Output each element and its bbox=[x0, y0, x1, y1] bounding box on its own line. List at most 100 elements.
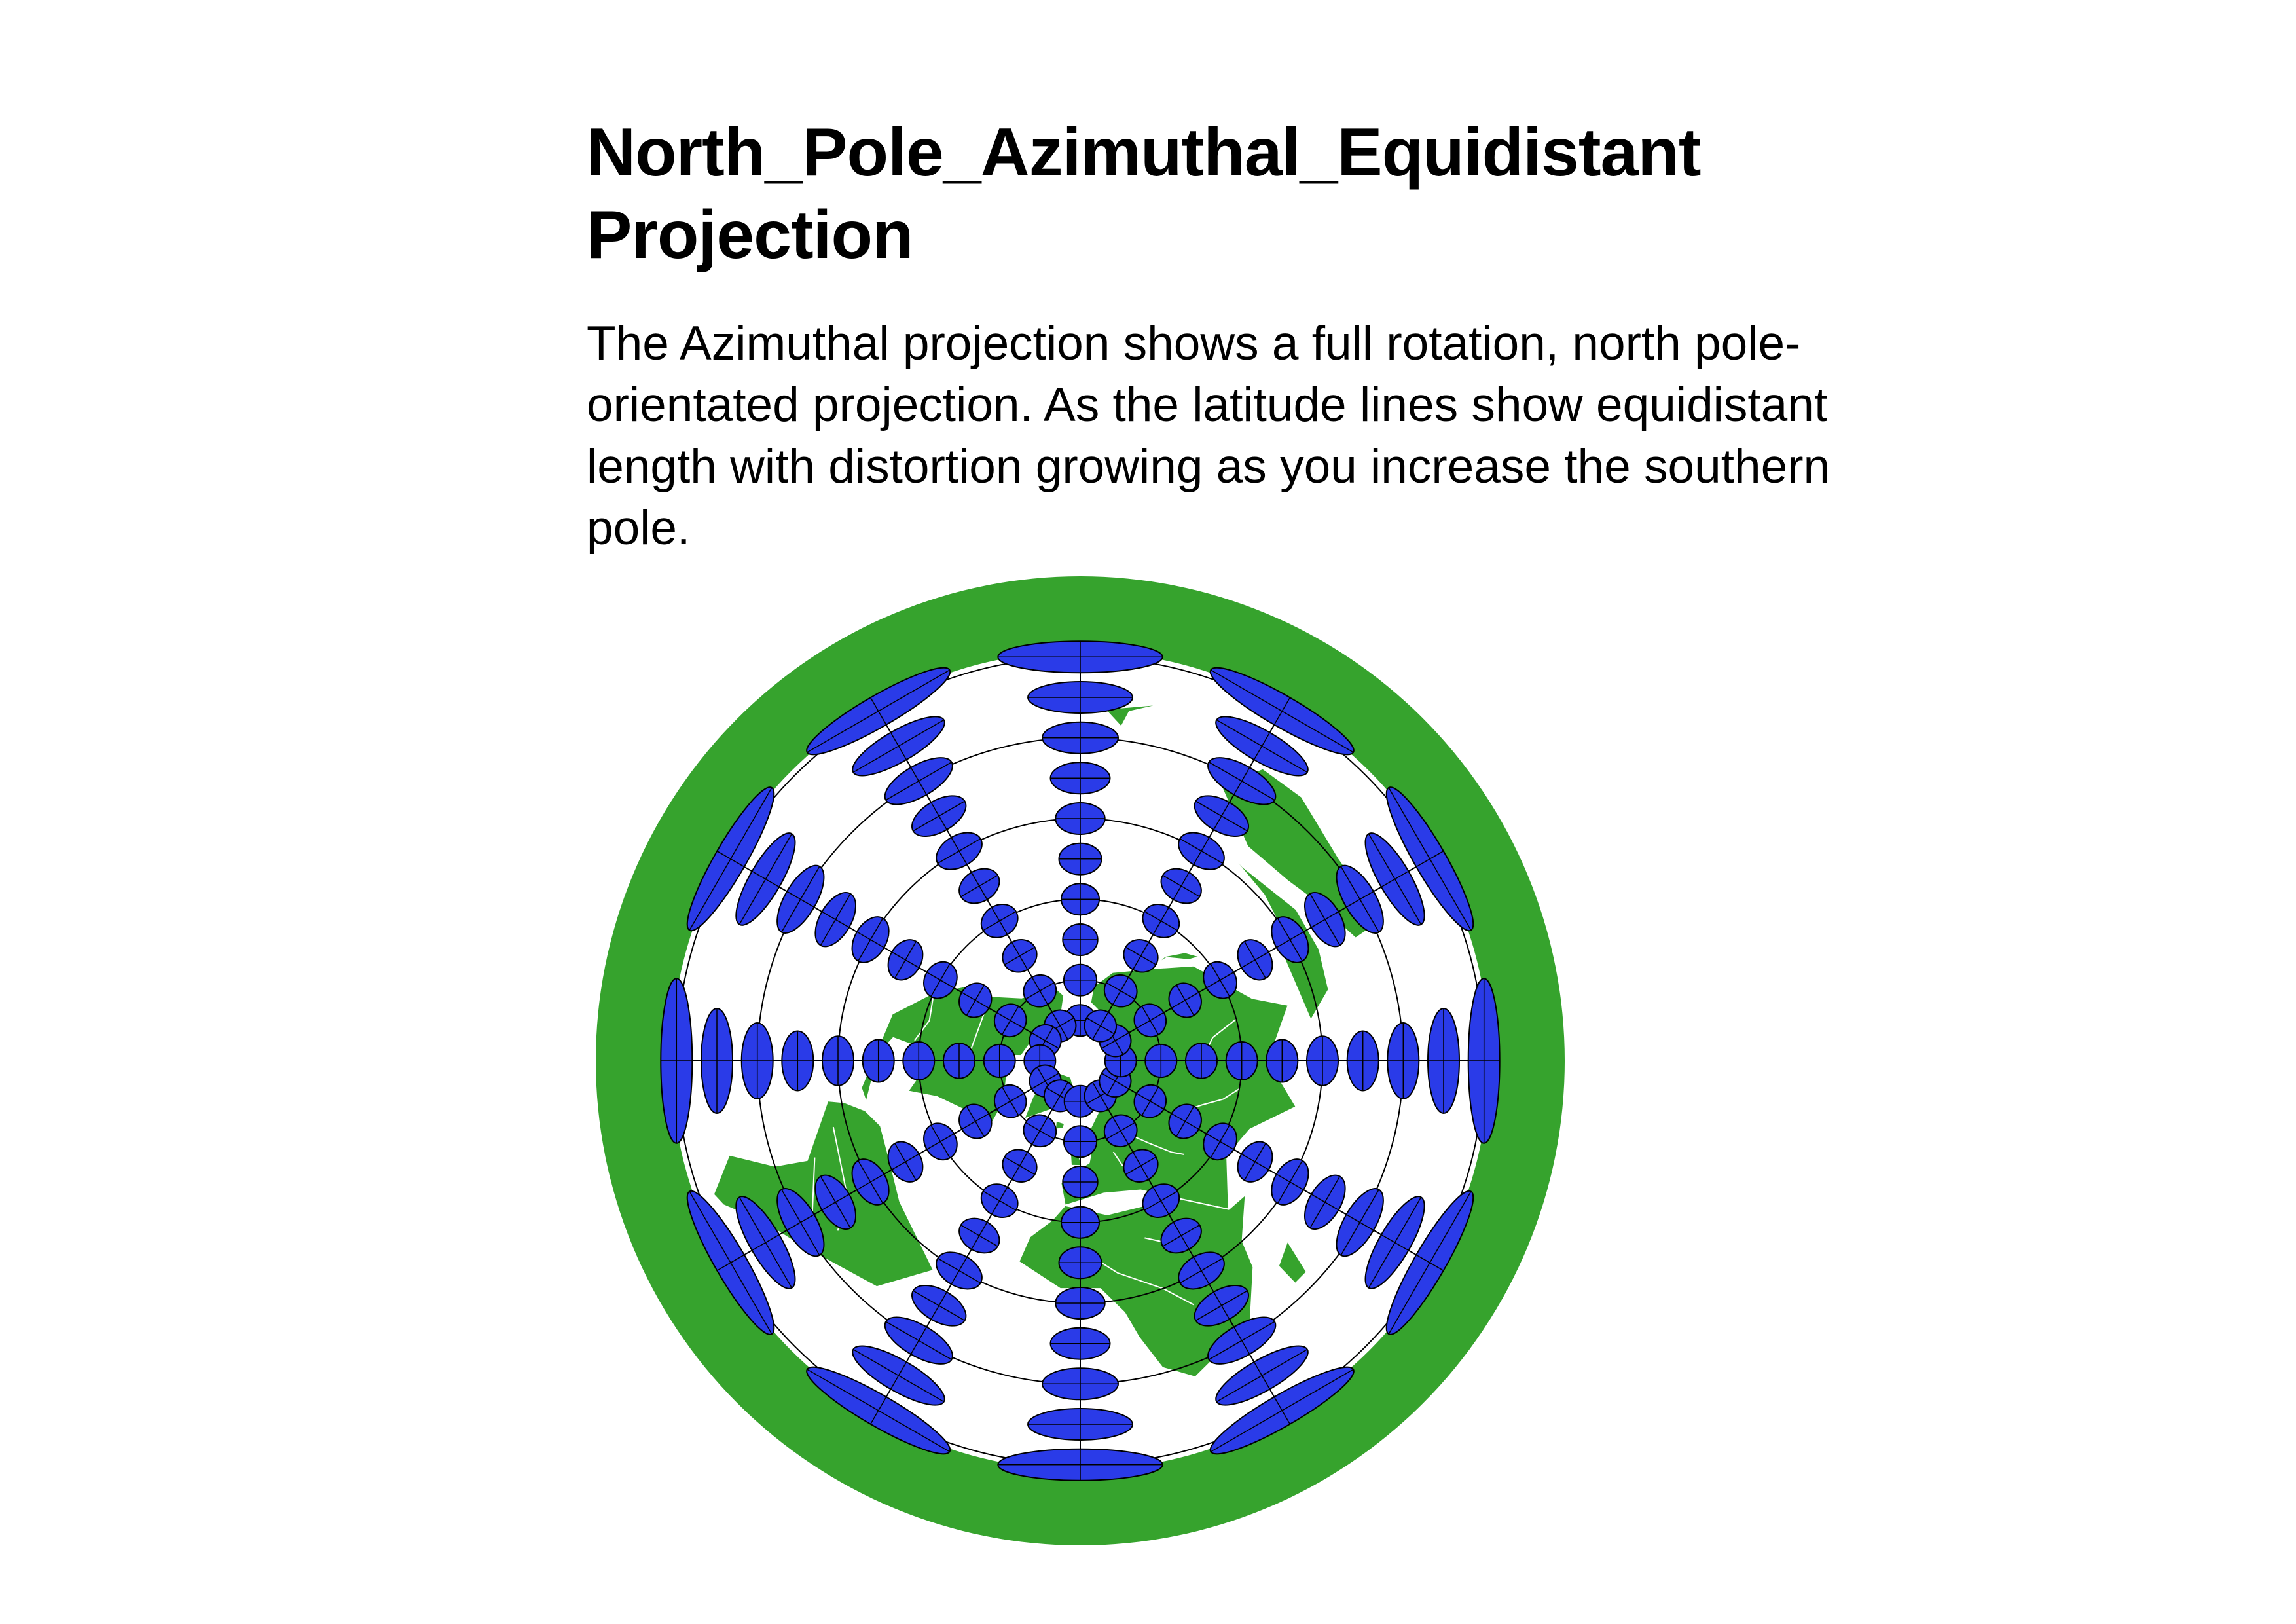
indicatrix-axis-meridional bbox=[1173, 872, 1190, 900]
indicatrix-axis-meridional bbox=[870, 1396, 887, 1425]
country-border-7 bbox=[914, 992, 935, 1041]
tissot-indicatrix bbox=[1215, 1345, 1309, 1406]
tissot-indicatrix bbox=[923, 1122, 958, 1161]
tissot-indicatrix bbox=[1058, 1246, 1102, 1280]
indicatrix-axis-meridional bbox=[1031, 1116, 1048, 1145]
tissot-indicatrix bbox=[1062, 1166, 1099, 1198]
indicatrix-axis-meridional bbox=[1092, 1082, 1109, 1110]
indicatrix-axis-meridional bbox=[991, 1187, 1008, 1215]
indicatrix-axis-meridional bbox=[1031, 977, 1048, 1005]
tissot-indicatrix bbox=[1061, 1206, 1100, 1239]
tissot-indicatrix bbox=[1203, 1122, 1237, 1161]
indicatrix-axis-meridional bbox=[822, 1194, 850, 1211]
tissot-indicatrix bbox=[1160, 1217, 1202, 1254]
tissot-indicatrix bbox=[1042, 1367, 1119, 1401]
tissot-indicatrix bbox=[1023, 974, 1057, 1008]
indicatrix-axis-meridional bbox=[890, 732, 907, 760]
tissot-indicatrix bbox=[851, 1158, 890, 1206]
indicatrix-axis-meridional bbox=[996, 1012, 1025, 1029]
indicatrix-axis-meridional bbox=[1193, 837, 1210, 865]
tissot-indicatrix bbox=[887, 939, 924, 981]
tissot-indicatrix bbox=[862, 1039, 895, 1083]
madagascar-landmass bbox=[1277, 1240, 1307, 1285]
ocean-layer bbox=[596, 576, 1565, 1545]
tissot-indicatrix bbox=[1055, 802, 1106, 835]
indicatrix-axis-meridional bbox=[971, 872, 988, 900]
tissot-indicatrix bbox=[1178, 832, 1225, 870]
tissot-indicatrix bbox=[1364, 832, 1425, 926]
tissot-indicatrix bbox=[1225, 1041, 1258, 1080]
indicatrix-axis-meridional bbox=[1051, 1012, 1068, 1040]
tissot-indicatrix bbox=[1042, 721, 1119, 754]
tissot-indicatrix bbox=[980, 1183, 1019, 1218]
indicatrix-axis-meridional bbox=[1112, 977, 1129, 1005]
indicatrix-axis-meridional bbox=[1171, 1113, 1199, 1130]
indicatrix-axis-meridional bbox=[1311, 911, 1339, 928]
tissot-indicatrix bbox=[1123, 939, 1159, 973]
tissot-indicatrix bbox=[1084, 1009, 1118, 1043]
tissot-indicatrix bbox=[1061, 883, 1100, 916]
tissot-indicatrix bbox=[1133, 1084, 1167, 1118]
tissot-indicatrix bbox=[983, 1043, 1016, 1079]
indicatrix-axis-meridional bbox=[1171, 991, 1199, 1009]
tissot-indicatrix bbox=[776, 864, 825, 934]
map-container bbox=[576, 576, 1584, 1572]
indicatrix-axis-meridional bbox=[716, 1254, 745, 1271]
indicatrix-axis-meridional bbox=[1253, 732, 1271, 760]
indicatrix-axis-meridional bbox=[1213, 1291, 1230, 1320]
indicatrix-axis-meridional bbox=[856, 1173, 884, 1190]
tissot-layer bbox=[660, 640, 1501, 1481]
tissot-indicatrix bbox=[1215, 716, 1309, 777]
header: North_Pole_Azimuthal_Equidistant Project… bbox=[587, 111, 1863, 559]
page-description: The Azimuthal projection shows a full ro… bbox=[587, 317, 1831, 555]
indicatrix-axis-meridional bbox=[1193, 1257, 1210, 1285]
indicatrix-axis-meridional bbox=[752, 1234, 780, 1251]
tissot-indicatrix bbox=[1303, 892, 1346, 948]
indicatrix-axis-meridional bbox=[1132, 942, 1150, 970]
indicatrix-axis-meridional bbox=[1173, 1221, 1190, 1250]
indicatrix-axis-meridional bbox=[1031, 1073, 1059, 1090]
tissot-indicatrix bbox=[1160, 868, 1202, 904]
indicatrix-axis-meridional bbox=[1206, 972, 1234, 989]
tissot-indicatrix bbox=[852, 716, 945, 777]
tissot-indicatrix bbox=[1063, 1125, 1098, 1158]
tissot-indicatrix bbox=[1303, 1174, 1346, 1230]
indicatrix-axis-meridional bbox=[991, 907, 1008, 935]
tissot-indicatrix bbox=[997, 640, 1163, 674]
indicatrix-axis-meridional bbox=[1273, 697, 1290, 726]
tissot-indicatrix bbox=[1266, 1039, 1299, 1083]
indicatrix-axis-meridional bbox=[1011, 1152, 1029, 1180]
indicatrix-axis-meridional bbox=[971, 1221, 988, 1250]
indicatrix-axis-meridional bbox=[752, 870, 780, 888]
indicatrix-axis-meridional bbox=[856, 931, 884, 948]
tissot-indicatrix bbox=[1049, 1327, 1111, 1360]
tissot-indicatrix bbox=[1103, 974, 1138, 1008]
indicatrix-axis-meridional bbox=[1415, 851, 1444, 868]
indicatrix-axis-meridional bbox=[1276, 931, 1304, 948]
tissot-indicatrix bbox=[1427, 1008, 1460, 1114]
indicatrix-axis-meridional bbox=[1101, 1032, 1129, 1049]
tissot-indicatrix bbox=[887, 1141, 924, 1183]
tissot-indicatrix bbox=[1142, 1183, 1180, 1218]
indicatrix-axis-meridional bbox=[1276, 1173, 1304, 1190]
tissot-indicatrix bbox=[1168, 1103, 1202, 1139]
tissot-indicatrix bbox=[958, 982, 993, 1018]
tissot-indicatrix bbox=[1063, 963, 1098, 997]
indicatrix-axis-meridional bbox=[786, 891, 814, 908]
tissot-indicatrix bbox=[1207, 757, 1277, 805]
indicatrix-axis-meridional bbox=[1152, 907, 1169, 935]
tissot-indicatrix bbox=[1062, 923, 1099, 956]
indicatrix-axis-meridional bbox=[926, 972, 955, 989]
tissot-indicatrix bbox=[958, 1103, 993, 1139]
tissot-indicatrix bbox=[740, 1022, 774, 1099]
tissot-indicatrix bbox=[1209, 1366, 1355, 1455]
tissot-indicatrix bbox=[806, 1366, 951, 1455]
indicatrix-axis-meridional bbox=[1132, 1152, 1150, 1180]
tissot-indicatrix bbox=[1168, 982, 1202, 1018]
tissot-indicatrix bbox=[1055, 1287, 1106, 1320]
tissot-indicatrix bbox=[943, 1043, 975, 1079]
tissot-indicatrix bbox=[1336, 864, 1384, 934]
indicatrix-axis-meridional bbox=[1092, 1012, 1109, 1040]
indicatrix-axis-meridional bbox=[1051, 1082, 1068, 1110]
tissot-indicatrix bbox=[1002, 1149, 1038, 1183]
